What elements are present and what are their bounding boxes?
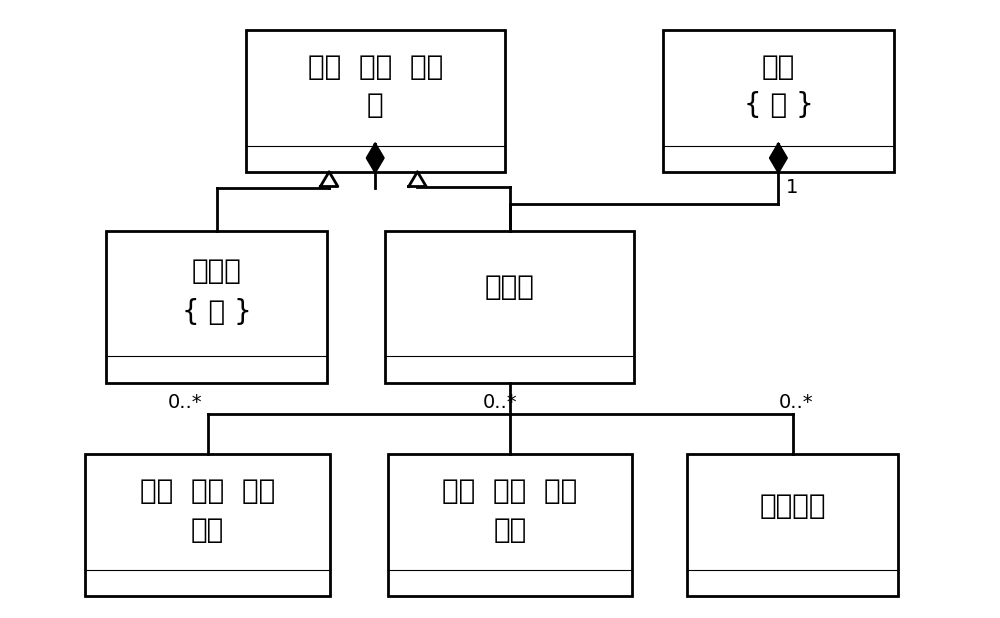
Text: 库: 库 (367, 91, 384, 119)
Text: 0..*: 0..* (778, 393, 813, 412)
Text: 项目: 项目 (762, 53, 795, 81)
Text: 模板: 模板 (493, 515, 527, 544)
Text: 《《  元类  》》: 《《 元类 》》 (140, 477, 275, 506)
Bar (687, 454, 898, 596)
Text: 类型: 类型 (191, 515, 224, 544)
Bar (246, 30, 505, 172)
Bar (388, 454, 632, 596)
Text: 《《  元类  》》: 《《 元类 》》 (442, 477, 578, 506)
Polygon shape (367, 144, 383, 172)
Text: 全局库: 全局库 (192, 257, 242, 285)
Text: { 根 }: { 根 } (182, 298, 252, 326)
Text: { 根 }: { 根 } (744, 91, 813, 119)
Bar (85, 454, 330, 596)
Text: 0..*: 0..* (483, 393, 518, 412)
Text: 《《  摘要  》》: 《《 摘要 》》 (308, 53, 443, 81)
Polygon shape (320, 172, 338, 187)
Text: 层次定义: 层次定义 (760, 493, 826, 520)
Polygon shape (409, 172, 426, 187)
Bar (663, 30, 894, 172)
Text: 0..*: 0..* (167, 393, 202, 412)
Bar (385, 231, 634, 383)
Text: 项目库: 项目库 (485, 273, 535, 301)
Polygon shape (770, 144, 787, 172)
Text: 1: 1 (786, 178, 798, 197)
Bar (106, 231, 327, 383)
